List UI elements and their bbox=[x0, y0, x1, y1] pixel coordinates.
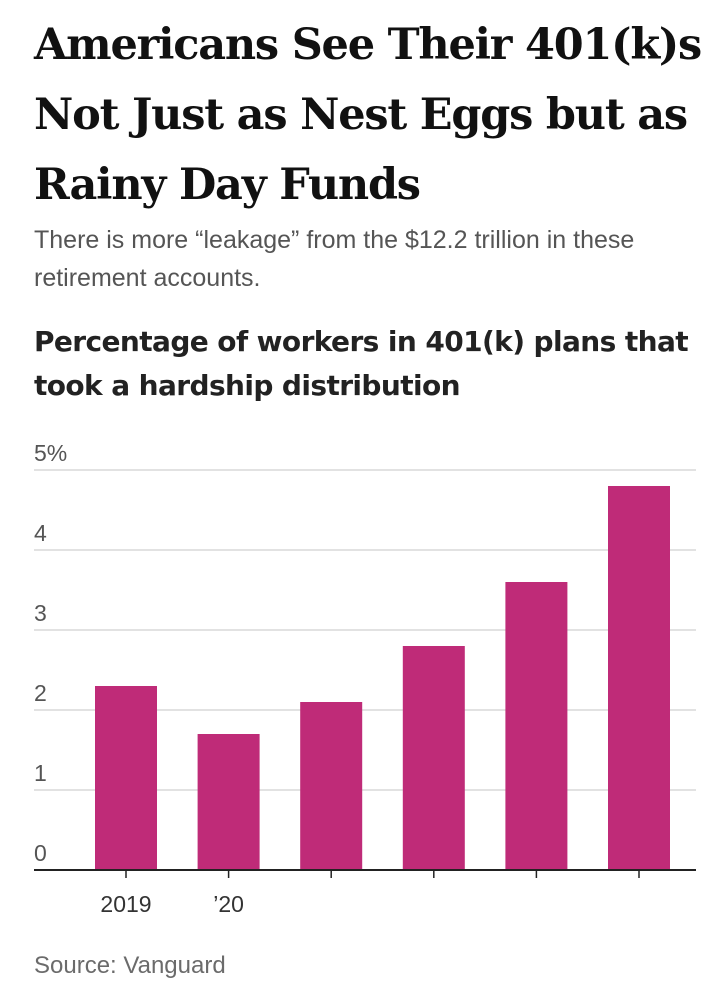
headline: Americans See Their 401(k)s Not Just as … bbox=[34, 20, 702, 210]
y-axis-tick-labels: 0 1 2 3 4 5% bbox=[34, 440, 67, 866]
dek: There is more “leakage” from the $12.2 t… bbox=[34, 226, 635, 292]
bar-1 bbox=[95, 686, 157, 870]
y-tick-label: 0 bbox=[34, 840, 47, 866]
bar-4 bbox=[402, 646, 465, 870]
bar-2 bbox=[197, 734, 260, 870]
y-tick-label: 2 bbox=[34, 680, 47, 706]
source-note: Source: Vanguard bbox=[34, 952, 226, 979]
bars bbox=[95, 486, 670, 870]
x-axis-ticks: 2019 ’20 bbox=[100, 870, 640, 917]
bar-6 bbox=[608, 486, 670, 870]
bar-3 bbox=[300, 702, 363, 870]
y-tick-label: 3 bbox=[34, 600, 47, 626]
y-tick-label: 5% bbox=[34, 440, 67, 466]
bar-5 bbox=[505, 582, 568, 870]
x-tick-label: 2019 bbox=[100, 891, 151, 917]
y-tick-label: 1 bbox=[34, 760, 47, 786]
y-tick-label: 4 bbox=[34, 520, 47, 546]
chart-title: Percentage of workers in 401(k) plans th… bbox=[34, 325, 689, 402]
x-tick-label: ’20 bbox=[213, 891, 244, 917]
